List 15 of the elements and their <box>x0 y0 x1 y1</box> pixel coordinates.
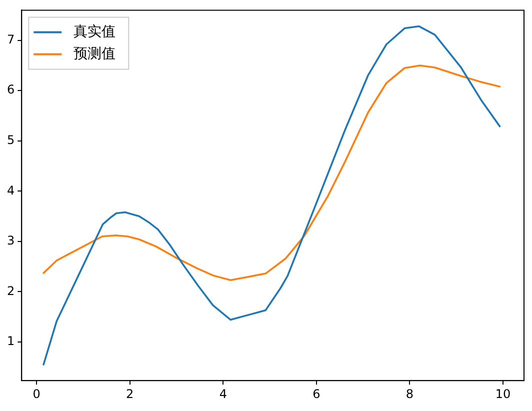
y-tick-label: 1 <box>6 334 15 348</box>
x-tick-label: 8 <box>406 386 414 401</box>
x-tick-label: 2 <box>126 386 134 401</box>
x-tick-label: 0 <box>32 386 40 401</box>
y-tick-label: 6 <box>6 82 15 97</box>
y-tick-label: 2 <box>6 284 15 298</box>
y-tick-label: 5 <box>6 132 15 147</box>
legend-label: 预测值 <box>74 46 116 62</box>
x-tick-label: 6 <box>312 386 320 401</box>
x-tick-label: 10 <box>495 386 511 401</box>
legend-label: 真实值 <box>74 24 116 40</box>
x-tick-label: 4 <box>219 386 227 401</box>
y-tick-label: 4 <box>6 183 15 198</box>
y-tick-label: 3 <box>6 234 15 248</box>
y-tick-label: 7 <box>6 32 15 46</box>
